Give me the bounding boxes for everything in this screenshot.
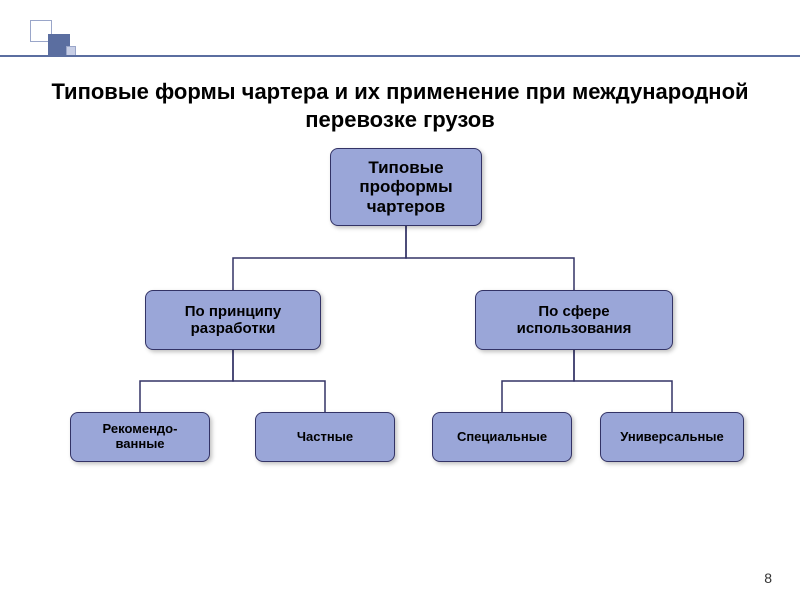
node-mid_l: По принципуразработки [145,290,321,350]
slide-number: 8 [764,570,772,586]
node-mid_r: По сфереиспользования [475,290,673,350]
node-root: Типовыепроформычартеров [330,148,482,226]
decor-line [0,55,800,57]
node-leaf_3: Специальные [432,412,572,462]
node-leaf_1: Рекомендо-ванные [70,412,210,462]
node-leaf_4: Универсальные [600,412,744,462]
node-leaf_2: Частные [255,412,395,462]
slide-title: Типовые формы чартера и их применение пр… [0,78,800,133]
